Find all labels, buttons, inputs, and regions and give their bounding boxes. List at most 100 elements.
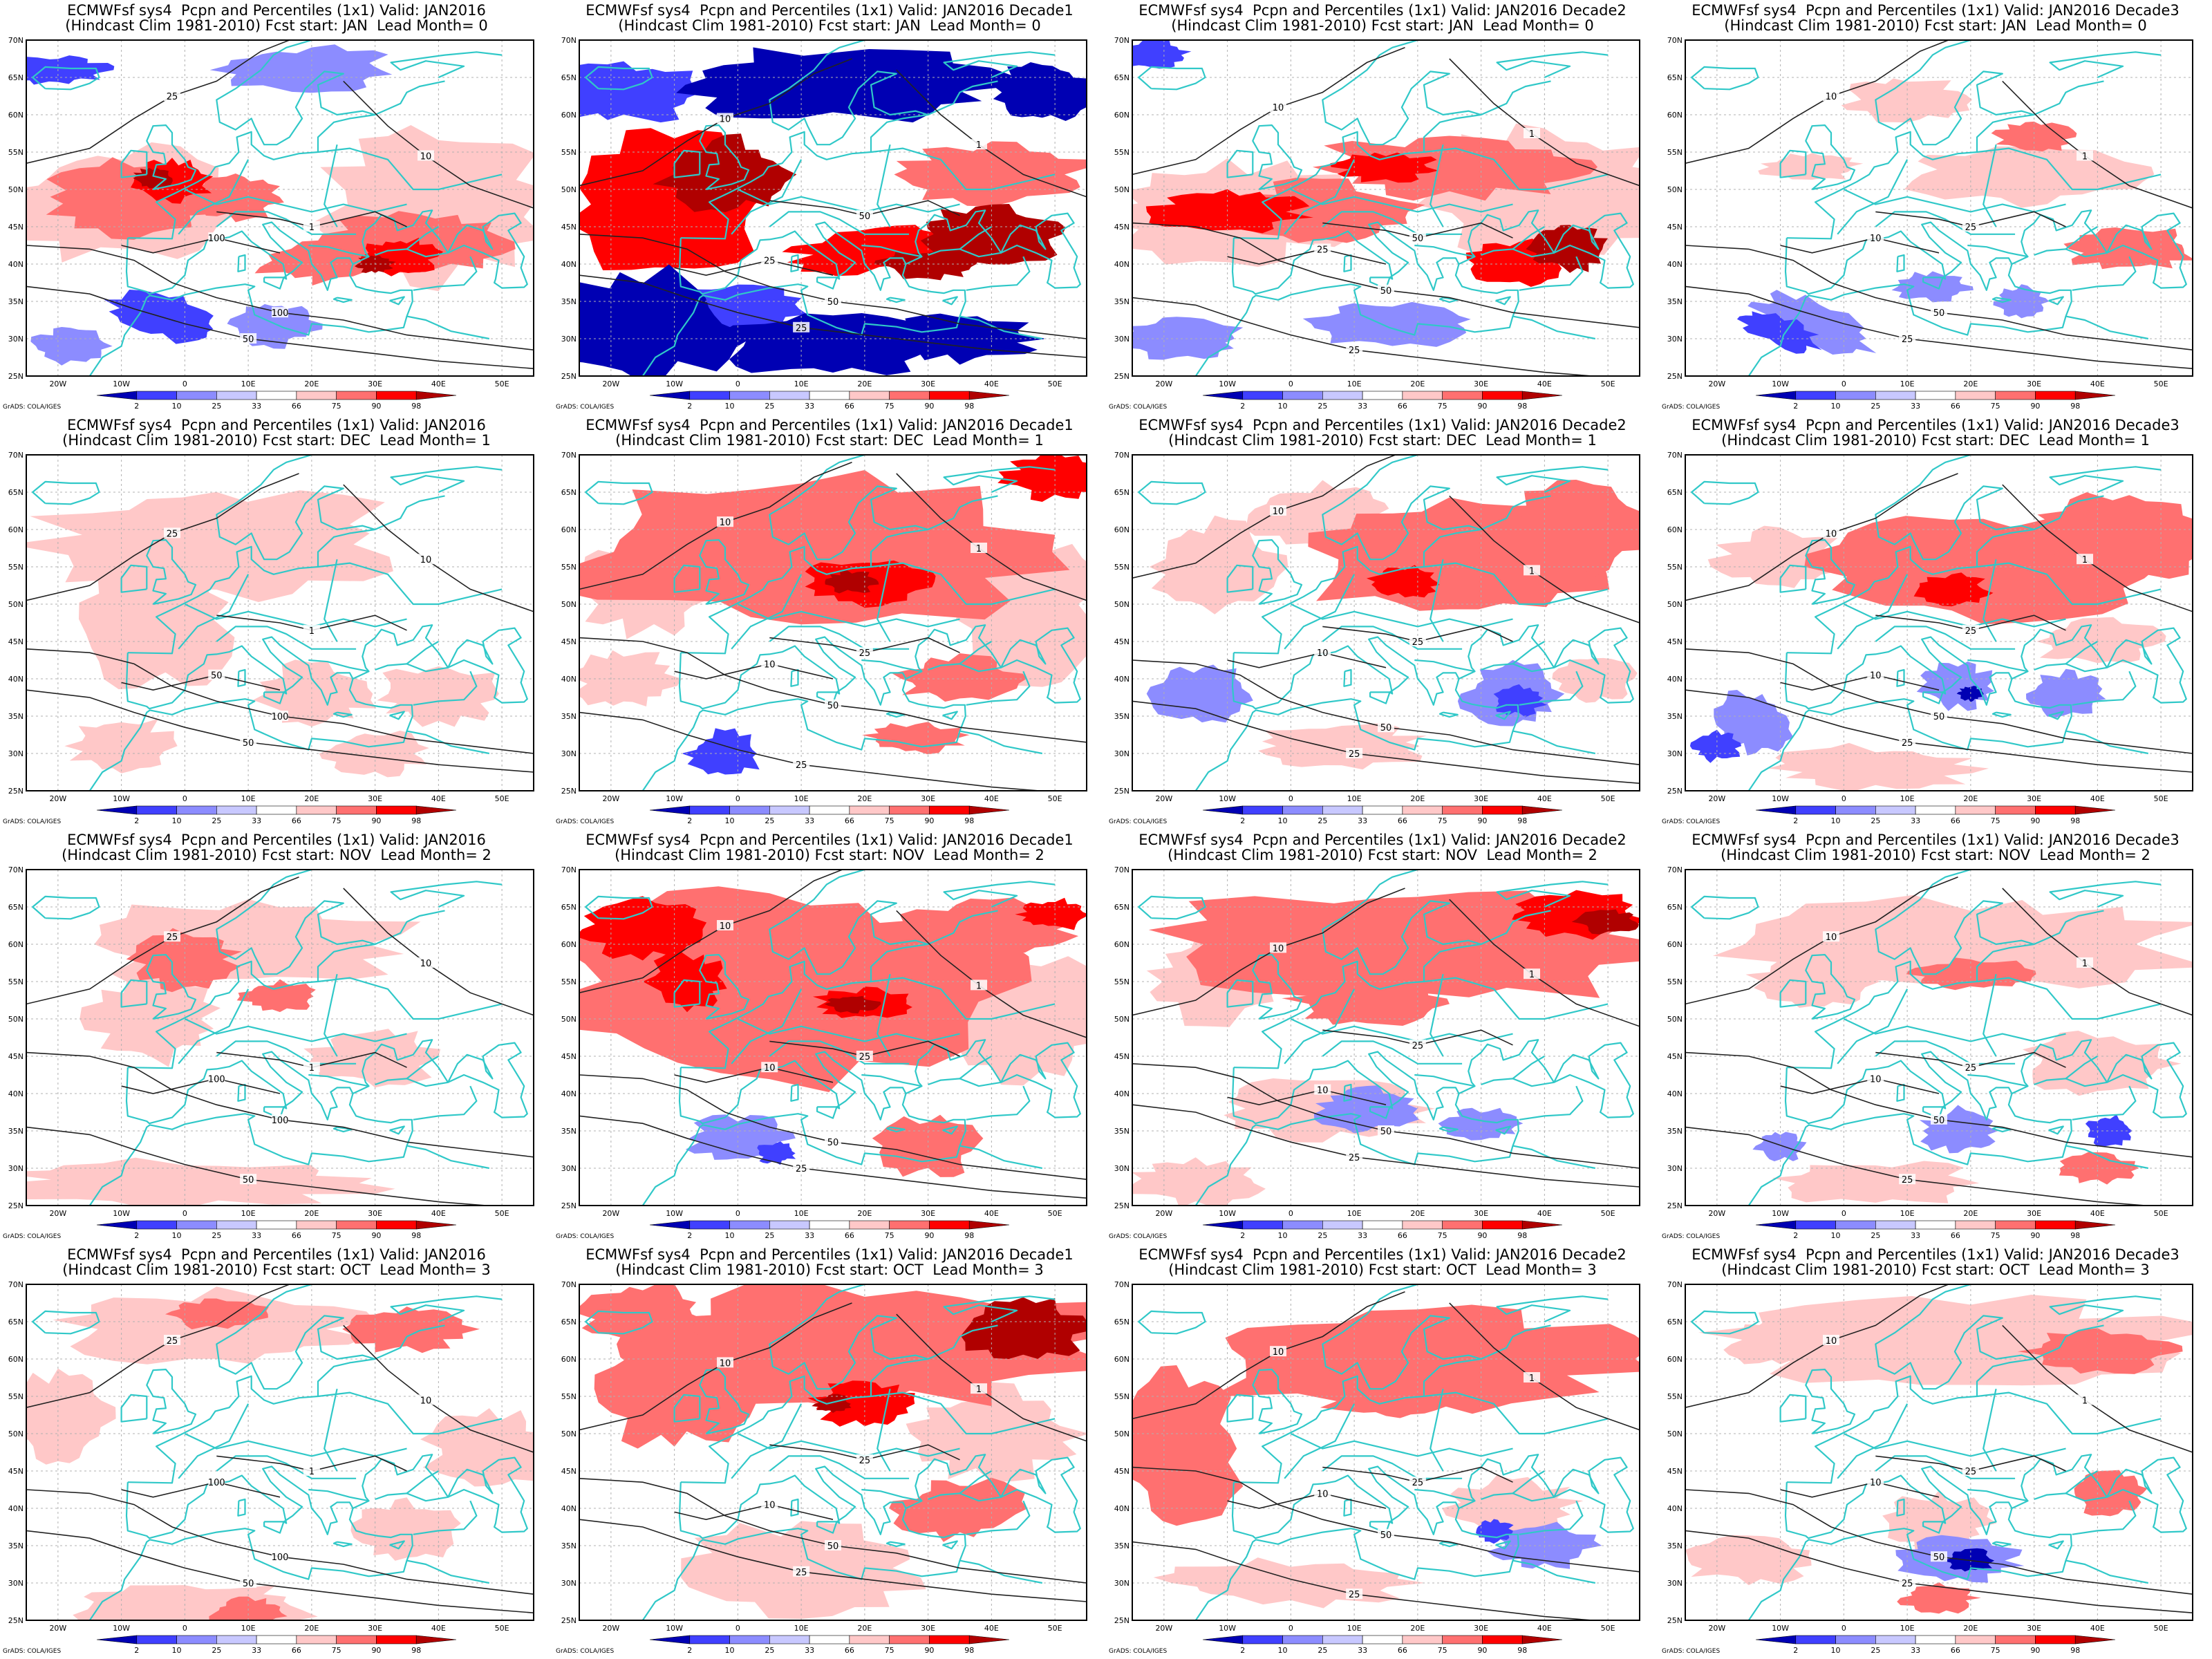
map-frame	[1685, 869, 2193, 1206]
coastline	[2106, 627, 2187, 704]
colorbar-swatch	[1482, 1635, 1523, 1644]
anomaly-shading	[579, 264, 754, 376]
colorbar-label: 75	[1991, 1646, 2000, 1655]
lat-tick-label: 40N	[8, 1089, 24, 1098]
coastline	[1843, 603, 2066, 628]
coastline	[1512, 1056, 1545, 1080]
coastline	[1322, 626, 1463, 650]
lat-tick-label: 65N	[1667, 1318, 1683, 1327]
coastline	[769, 211, 910, 235]
anomaly-shading	[26, 55, 115, 85]
coastline	[928, 910, 998, 946]
lat-tick-label: 45N	[1667, 223, 1683, 232]
panel-title: ECMWFsf sys4 Pcpn and Percentiles (1x1) …	[1138, 417, 1627, 433]
coastline	[1967, 1488, 2028, 1502]
coastline	[1322, 1040, 1463, 1065]
colorbar-label: 98	[964, 1231, 974, 1240]
anomaly-shading	[1772, 1161, 1980, 1203]
coastline	[375, 495, 445, 531]
contour-line	[1227, 652, 1387, 668]
contour-label: 50	[243, 335, 254, 345]
lon-tick-label: 20E	[1963, 1624, 1978, 1633]
colorbar-swatch	[216, 805, 257, 815]
colorbar-swatch	[136, 1635, 177, 1644]
contour-label: 10	[420, 1396, 432, 1406]
lat-tick-label: 65N	[1667, 488, 1683, 497]
lat-tick-label: 65N	[1667, 903, 1683, 912]
colorbar-swatch	[1442, 1220, 1483, 1230]
coastline	[1290, 1018, 1513, 1042]
lat-tick-label: 25N	[8, 1616, 24, 1625]
coastline	[2049, 51, 2162, 79]
lat-tick-label: 50N	[561, 600, 577, 609]
contour-line	[674, 259, 834, 276]
grads-credit: GrADS: COLA/IGES	[1662, 1648, 1721, 1655]
coastline	[2072, 1500, 2137, 1535]
lon-tick-label: 10W	[113, 1624, 130, 1633]
panel-subtitle: (Hindcast Clim 1981-2010) Fcst start: JA…	[1171, 17, 1594, 34]
anomaly-shading	[26, 1368, 116, 1465]
coastline	[1691, 895, 1759, 920]
coastline	[2106, 1456, 2187, 1533]
contour-label-bg	[825, 296, 841, 306]
contour-label: 25	[1965, 223, 1977, 233]
coastline	[1430, 144, 1444, 227]
lon-tick-label: 20E	[1410, 379, 1425, 388]
map-panel: 50 25 10 1 25 10 70N 65N 60N 55N 50N 45N 40N 35N 30N 25…	[553, 830, 1106, 1244]
colorbar-label: 90	[371, 402, 381, 411]
contour-line	[1132, 659, 1640, 765]
contour-label: 25	[1902, 1579, 1913, 1589]
contour-label: 10	[720, 1358, 731, 1369]
coastline	[237, 668, 246, 687]
contour-label: 25	[764, 256, 776, 267]
colorbar-swatch	[336, 805, 377, 815]
map-panel: 50 25 10 1 25 10 70N 65N 60N 55N 50N 45N 40N 35N 30N 25…	[1659, 1244, 2212, 1659]
contour-label: 10	[1826, 92, 1837, 102]
contour-line	[1685, 245, 2193, 350]
map-panel: 50 25 10 1 50 25 70N 65N 60N 55N 50N 45N 40N 35N 30N 25…	[553, 0, 1106, 415]
contour-line	[1132, 222, 1640, 328]
lon-tick-label: 20E	[1410, 1624, 1425, 1633]
coastline	[1922, 276, 1944, 290]
coastline	[390, 1295, 503, 1323]
contour-label-bg	[717, 1357, 734, 1368]
coastline	[127, 40, 376, 240]
coastline	[308, 1074, 369, 1087]
colorbar-swatch	[1521, 1635, 1563, 1644]
colorbar-swatch	[809, 805, 850, 815]
coastline	[1138, 1310, 1206, 1335]
lon-tick-label: 10W	[666, 379, 683, 388]
lat-tick-label: 30N	[1667, 1164, 1683, 1173]
coastline	[406, 641, 439, 665]
lon-tick-label: 10E	[794, 1209, 809, 1218]
colorbar-swatch	[1202, 1635, 1244, 1644]
coastline	[861, 659, 922, 673]
coastline	[2106, 1042, 2187, 1118]
coastline	[413, 256, 478, 291]
lat-tick-label: 50N	[561, 1430, 577, 1438]
coastline	[1322, 211, 1463, 235]
coastline	[1843, 189, 2066, 213]
contour-label-bg	[793, 759, 810, 770]
colorbar-swatch	[296, 805, 337, 815]
lat-tick-label: 60N	[1114, 525, 1130, 534]
contour-label-bg	[761, 658, 778, 669]
lat-tick-label: 30N	[8, 1579, 24, 1588]
colorbar-label: 2	[687, 1646, 692, 1655]
contour-label-bg	[208, 669, 225, 680]
coastline	[2065, 226, 2098, 250]
lon-tick-label: 40E	[2090, 379, 2105, 388]
lat-tick-label: 30N	[8, 749, 24, 758]
lat-tick-label: 45N	[561, 1467, 577, 1476]
contour-label: 1	[2082, 151, 2088, 162]
colorbar-label: 10	[1831, 402, 1841, 411]
contour-label-bg	[1409, 1039, 1426, 1050]
coastline	[1896, 668, 1905, 687]
lat-tick-label: 45N	[8, 637, 24, 646]
contour-label-bg	[825, 1540, 841, 1550]
coastline	[125, 1454, 449, 1539]
contour-label-bg	[1524, 128, 1541, 138]
coastline	[1284, 574, 1356, 650]
contour-label-bg	[164, 1335, 181, 1345]
contour-label-bg	[856, 647, 873, 658]
